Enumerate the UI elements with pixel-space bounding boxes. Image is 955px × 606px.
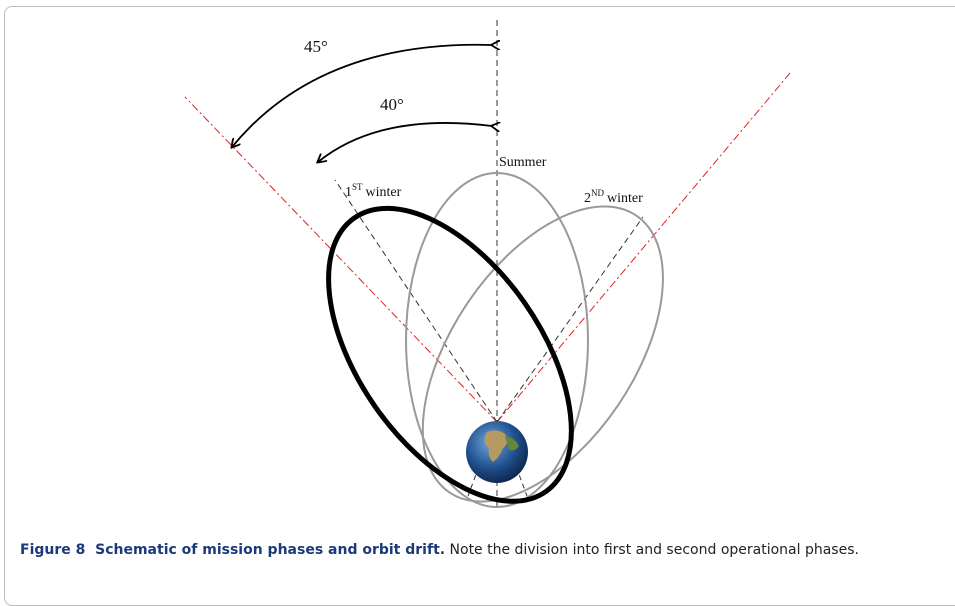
caption-heading: Schematic of mission phases and orbit dr… — [95, 542, 446, 558]
limit-line — [496, 72, 791, 423]
caption-title: Figure 8 Schematic of mission phases and… — [20, 542, 445, 558]
angle-arc — [318, 123, 492, 162]
angle-label: 45° — [304, 37, 328, 56]
angle-label: 40° — [380, 95, 404, 114]
caption-text: Note the division into first and second … — [449, 542, 859, 558]
earth-land — [505, 436, 519, 451]
summer-orbit — [405, 172, 589, 508]
word: winter — [366, 185, 402, 200]
earth-land — [484, 430, 508, 462]
word: winter — [607, 191, 643, 206]
dash — [509, 449, 528, 497]
angle-arc — [232, 45, 492, 147]
winter2-label: 2ND winter — [584, 188, 643, 206]
sup: ND — [591, 188, 604, 198]
winter2-orbit — [421, 205, 664, 503]
limit-line — [184, 96, 498, 423]
winter2-axis — [496, 216, 644, 423]
caption-label: Figure 8 — [20, 542, 86, 558]
winter1-label: 1ST winter — [345, 182, 402, 200]
num: 1 — [345, 185, 352, 200]
dash — [467, 449, 486, 497]
sup: ST — [352, 182, 363, 192]
caption: Figure 8 Schematic of mission phases and… — [20, 539, 940, 561]
winter1-orbit — [326, 205, 574, 504]
winter1-axis — [334, 179, 498, 423]
summer-label: Summer — [499, 155, 547, 170]
num: 2 — [584, 191, 591, 206]
